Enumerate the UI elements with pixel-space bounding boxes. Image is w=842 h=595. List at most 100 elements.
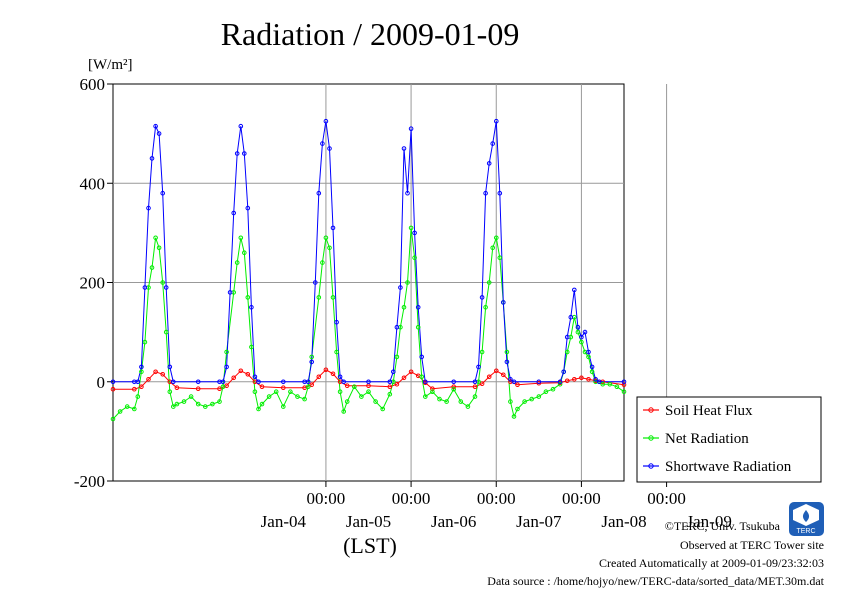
series-line (113, 121, 624, 383)
data-point (281, 404, 286, 409)
data-point (405, 280, 410, 285)
data-point (589, 364, 595, 370)
x-axis-date-ticks: Jan-04 Jan-05 Jan-06 Jan-07 Jan-08 Jan-09 (261, 512, 732, 531)
legend: Soil Heat Flux Net Radiation Shortwave Rad… (636, 396, 822, 483)
data-point (621, 382, 627, 388)
data-point (497, 190, 503, 196)
data-point (227, 290, 233, 295)
data-point (366, 379, 371, 385)
x-date-label: Jan-08 (601, 512, 646, 531)
data-point (330, 371, 336, 377)
data-point (494, 368, 499, 374)
x-time-tick-label: 00:00 (562, 489, 601, 508)
data-point (245, 295, 251, 300)
data-point (281, 385, 286, 391)
legend-swatch-marker (648, 435, 654, 441)
data-point (139, 369, 144, 375)
data-point (341, 379, 347, 385)
source-text: Data source : /home/hojyo/new/TERC-data/… (487, 574, 824, 588)
data-point (579, 339, 584, 345)
data-point (320, 141, 325, 146)
data-point (515, 406, 520, 412)
data-point (359, 394, 364, 399)
data-point (486, 161, 492, 166)
x-axis-label: (LST) (343, 533, 397, 558)
data-point (316, 374, 322, 380)
data-point (529, 396, 535, 402)
data-point (536, 394, 542, 399)
data-point (238, 235, 244, 241)
data-point (564, 334, 570, 340)
data-point (522, 399, 527, 404)
data-point (273, 389, 279, 395)
data-point (607, 381, 613, 387)
data-point (110, 379, 116, 385)
data-point (621, 379, 627, 385)
data-point (511, 414, 517, 419)
data-point (586, 349, 591, 355)
data-point (217, 386, 222, 392)
x-date-label: Jan-07 (516, 512, 562, 531)
data-point (596, 379, 602, 385)
data-point (458, 399, 464, 404)
data-point (231, 210, 236, 216)
data-point (220, 379, 226, 385)
data-point (259, 384, 265, 390)
data-point (394, 324, 400, 330)
data-point (394, 381, 400, 387)
data-point (490, 141, 496, 146)
data-point (387, 391, 393, 397)
data-point (504, 349, 510, 355)
data-point (568, 314, 574, 320)
data-point (245, 372, 251, 377)
data-point (167, 364, 173, 370)
data-point (557, 379, 563, 385)
data-point (256, 406, 261, 412)
data-point (181, 399, 187, 404)
data-point (327, 146, 332, 151)
data-point (249, 305, 254, 310)
data-point (575, 329, 581, 335)
data-point (391, 369, 396, 375)
data-point (572, 377, 577, 382)
data-point (309, 359, 315, 365)
data-point (174, 401, 180, 407)
data-point (451, 386, 457, 392)
data-point (479, 349, 485, 355)
y-tick-label: 400 (80, 174, 106, 193)
data-point (582, 329, 588, 335)
data-point (494, 118, 499, 124)
data-point (305, 384, 311, 390)
data-point (508, 377, 513, 382)
data-point (171, 379, 176, 385)
data-point (334, 319, 339, 325)
data-point (536, 379, 542, 385)
data-point (110, 386, 116, 392)
data-point (373, 399, 378, 404)
legend-label: Net Radiation (665, 431, 749, 447)
data-point (614, 384, 620, 390)
data-point (401, 146, 407, 151)
data-point (430, 389, 435, 395)
data-point (238, 123, 244, 129)
data-point (256, 379, 261, 385)
data-point (501, 300, 506, 305)
data-point (188, 394, 194, 399)
data-point (494, 235, 499, 241)
data-point (323, 235, 329, 241)
data-point (242, 250, 247, 255)
data-point (423, 379, 428, 385)
data-point (117, 409, 123, 414)
data-point (589, 369, 595, 375)
logo-text: TERC (796, 528, 815, 535)
legend-label: Shortwave Radiation (665, 459, 792, 475)
data-point (295, 394, 300, 399)
x-time-tick-label: 00:00 (307, 489, 346, 508)
data-point (132, 386, 137, 392)
legend-label: Soil Heat Flux (665, 403, 753, 419)
data-point (408, 126, 414, 131)
data-point (401, 305, 407, 310)
data-point (337, 374, 343, 380)
data-point (401, 375, 407, 381)
